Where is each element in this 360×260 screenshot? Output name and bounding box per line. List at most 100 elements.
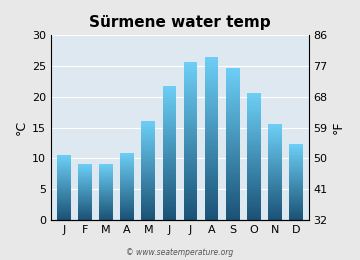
Bar xyxy=(141,151,155,152)
Bar xyxy=(205,199,219,200)
Bar xyxy=(205,156,219,158)
Bar xyxy=(247,103,261,105)
Bar xyxy=(78,190,92,191)
Bar xyxy=(141,132,155,133)
Bar xyxy=(247,141,261,142)
Bar xyxy=(226,191,239,192)
Bar xyxy=(141,174,155,176)
Bar xyxy=(141,176,155,177)
Bar xyxy=(120,173,134,174)
Bar xyxy=(226,205,239,206)
Bar xyxy=(162,149,176,150)
Bar xyxy=(184,185,197,187)
Bar xyxy=(57,165,71,166)
Bar xyxy=(162,87,176,88)
Bar xyxy=(120,167,134,168)
Bar xyxy=(141,167,155,168)
Bar xyxy=(184,203,197,204)
Bar xyxy=(141,213,155,214)
Bar xyxy=(57,161,71,162)
Bar xyxy=(226,103,239,104)
Bar xyxy=(205,110,219,112)
Bar xyxy=(226,91,239,92)
Bar xyxy=(226,100,239,101)
Bar xyxy=(226,196,239,197)
Bar xyxy=(141,134,155,135)
Bar xyxy=(141,214,155,215)
Bar xyxy=(57,199,71,200)
Bar xyxy=(99,171,113,172)
Bar xyxy=(205,124,219,125)
Bar xyxy=(205,161,219,163)
Bar xyxy=(57,179,71,180)
Bar xyxy=(247,102,261,103)
Bar xyxy=(78,212,92,213)
Bar xyxy=(205,60,219,62)
Bar xyxy=(268,127,282,128)
Bar xyxy=(205,107,219,109)
Bar xyxy=(99,207,113,208)
Bar xyxy=(99,206,113,207)
Bar xyxy=(99,180,113,181)
Bar xyxy=(205,169,219,171)
Bar xyxy=(268,149,282,150)
Bar xyxy=(120,193,134,194)
Bar xyxy=(184,198,197,199)
Bar xyxy=(205,153,219,155)
Bar xyxy=(247,164,261,165)
Bar xyxy=(78,187,92,188)
Bar xyxy=(268,155,282,156)
Bar xyxy=(162,184,176,185)
Bar xyxy=(184,168,197,169)
Bar xyxy=(268,214,282,215)
Bar xyxy=(268,212,282,213)
Bar xyxy=(57,208,71,209)
Bar xyxy=(226,115,239,116)
Bar xyxy=(226,156,239,158)
Bar xyxy=(247,136,261,138)
Bar xyxy=(141,161,155,162)
Bar xyxy=(78,175,92,176)
Bar xyxy=(247,216,261,217)
Bar xyxy=(99,193,113,194)
Bar xyxy=(247,206,261,207)
Bar xyxy=(141,195,155,196)
Bar xyxy=(184,210,197,212)
Bar xyxy=(289,195,303,196)
Bar xyxy=(184,209,197,210)
Bar xyxy=(141,129,155,130)
Bar xyxy=(226,86,239,88)
Bar xyxy=(141,193,155,194)
Bar xyxy=(247,192,261,193)
Bar xyxy=(247,111,261,112)
Bar xyxy=(289,179,303,180)
Bar xyxy=(184,136,197,138)
Bar xyxy=(226,142,239,144)
Bar xyxy=(247,146,261,148)
Bar xyxy=(289,177,303,178)
Bar xyxy=(141,127,155,128)
Bar xyxy=(205,194,219,195)
Bar xyxy=(99,169,113,170)
Bar xyxy=(268,209,282,210)
Bar xyxy=(205,189,219,190)
Bar xyxy=(184,204,197,206)
Bar xyxy=(120,201,134,202)
Bar xyxy=(57,178,71,179)
Bar xyxy=(141,180,155,181)
Bar xyxy=(226,168,239,170)
Bar xyxy=(247,174,261,176)
Bar xyxy=(205,159,219,161)
Bar xyxy=(226,148,239,150)
Bar xyxy=(205,141,219,143)
Bar xyxy=(247,140,261,141)
Bar xyxy=(289,192,303,193)
Bar xyxy=(141,172,155,173)
Bar xyxy=(78,188,92,189)
Bar xyxy=(99,170,113,171)
Bar xyxy=(226,129,239,130)
Bar xyxy=(141,171,155,172)
Bar xyxy=(120,161,134,162)
Bar xyxy=(57,197,71,198)
Bar xyxy=(162,139,176,141)
